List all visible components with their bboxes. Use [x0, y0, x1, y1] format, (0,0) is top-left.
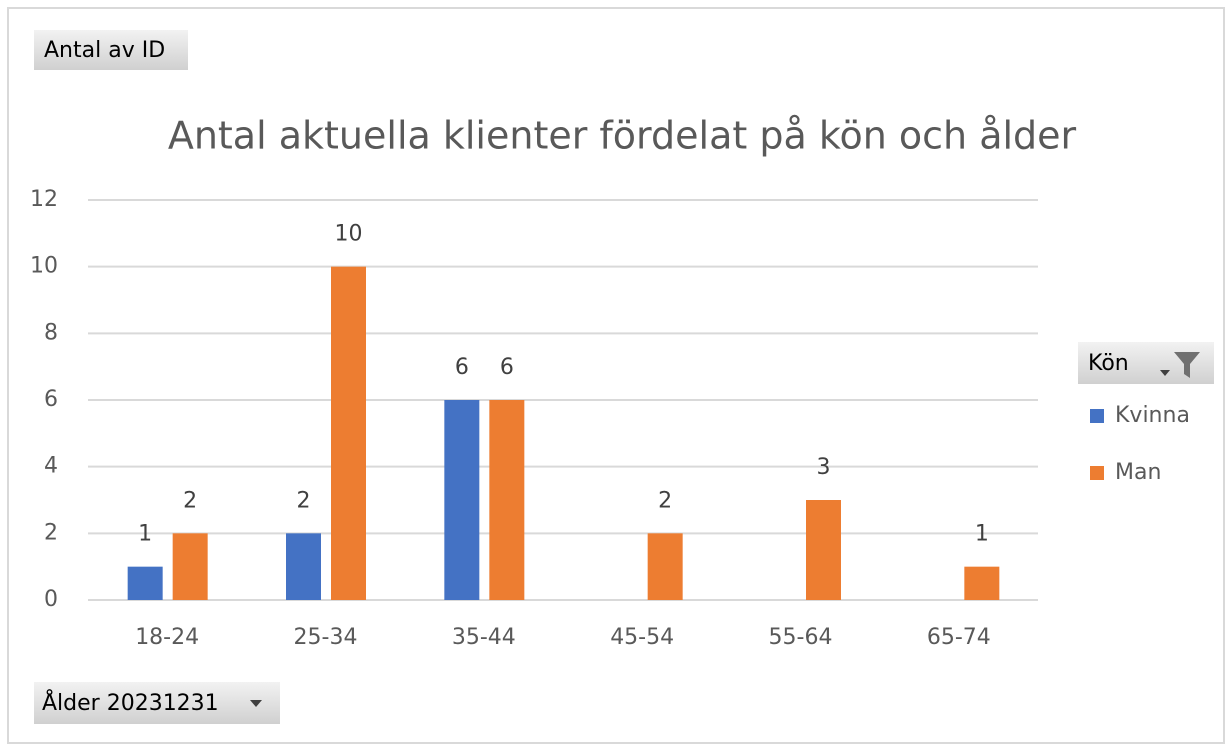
axis-field-label: Ålder 20231231: [42, 689, 219, 716]
axis-field-button[interactable]: Ålder 20231231: [34, 682, 280, 724]
x-tick-label: 65-74: [927, 625, 991, 650]
x-tick-label: 18-24: [135, 625, 199, 650]
bar: [489, 400, 525, 600]
x-tick-label: 35-44: [452, 625, 516, 650]
data-label: 2: [297, 488, 311, 513]
data-label: 6: [500, 355, 514, 380]
y-tick-label: 12: [30, 187, 58, 212]
legend-swatch: [1090, 466, 1104, 480]
legend-swatch: [1090, 409, 1104, 423]
data-label: 2: [183, 488, 197, 513]
legend-label: Kvinna: [1115, 403, 1190, 428]
legend-field-button[interactable]: Kön: [1078, 342, 1214, 384]
y-tick-label: 0: [44, 587, 58, 612]
y-tick-label: 4: [44, 454, 58, 479]
chart-title: Antal aktuella klienter fördelat på kön …: [168, 114, 1077, 158]
filter-icon: [1174, 352, 1200, 378]
value-field-label: Antal av ID: [44, 38, 165, 63]
button-bg: [34, 682, 280, 724]
data-label: 3: [817, 455, 831, 480]
data-label: 10: [335, 222, 363, 247]
bar: [806, 500, 841, 600]
bar: [331, 266, 366, 600]
chart-frame: [7, 7, 1225, 744]
button-bg: [34, 30, 188, 70]
legend-label: Man: [1115, 460, 1161, 485]
y-tick-label: 8: [44, 320, 58, 345]
y-tick-label: 2: [44, 520, 58, 545]
data-label: 1: [975, 522, 989, 547]
value-field-button[interactable]: Antal av ID: [34, 30, 188, 70]
bar: [172, 533, 208, 600]
data-label: 6: [455, 355, 469, 380]
bar: [964, 566, 1000, 600]
legend-title: Kön: [1088, 351, 1129, 376]
x-tick-label: 45-54: [610, 625, 674, 650]
y-tick-label: 6: [44, 387, 58, 412]
button-bg: [1078, 342, 1214, 384]
bar: [647, 533, 683, 600]
dropdown-arrow: [250, 700, 262, 707]
x-tick-label: 25-34: [294, 625, 358, 650]
bar: [444, 400, 480, 600]
x-tick-label: 55-64: [769, 625, 833, 650]
bar: [127, 566, 163, 600]
y-tick-label: 10: [30, 254, 58, 279]
data-label: 1: [138, 522, 152, 547]
data-label: 2: [658, 488, 672, 513]
bar: [286, 533, 321, 600]
dropdown-arrow: [1160, 370, 1170, 376]
